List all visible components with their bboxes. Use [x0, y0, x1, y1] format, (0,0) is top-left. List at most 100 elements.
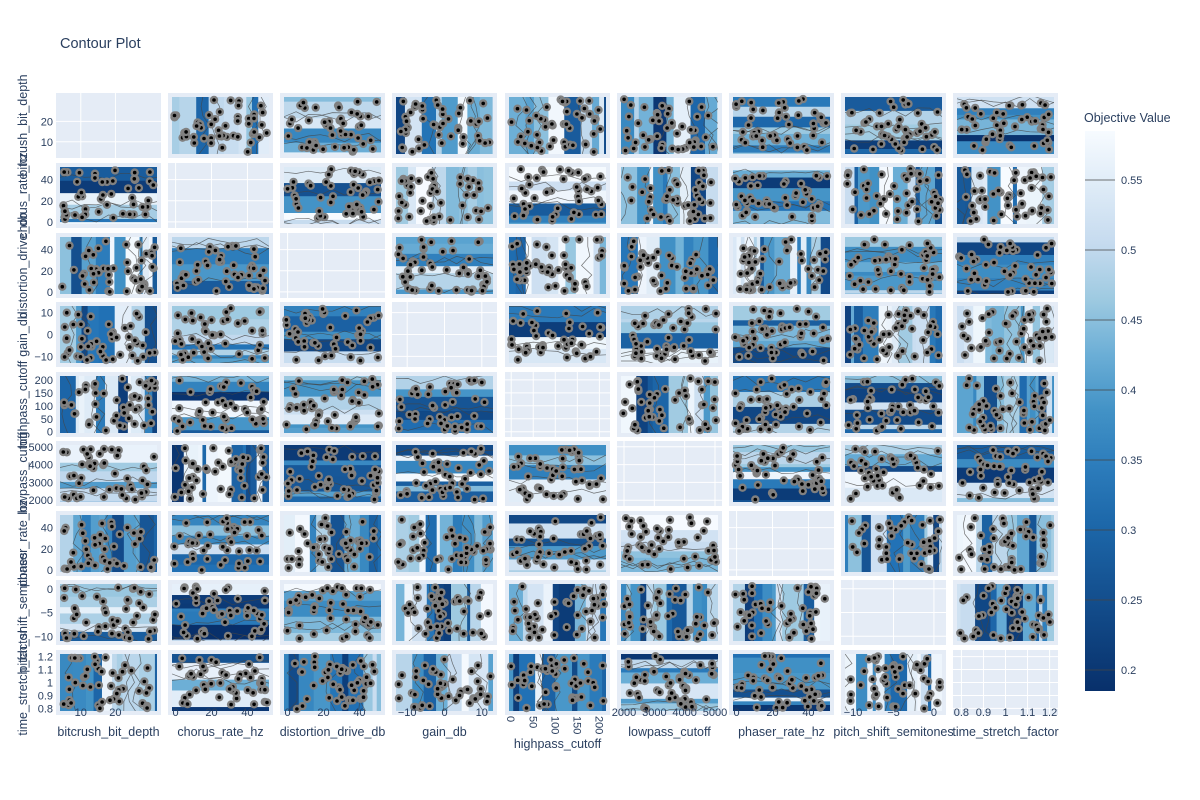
contour-band [60, 222, 157, 224]
subplot-distortion_drive_db-vs-highpass_cutoff [280, 372, 385, 437]
x-tick-label: 0 [441, 707, 447, 719]
contour-band [284, 515, 296, 572]
colorbar-tick-label: 0.45 [1121, 315, 1142, 327]
subplot-phaser_rate_hz-vs-pitch_shift_semitones [729, 580, 834, 645]
x-tick-label: 10 [75, 707, 87, 719]
subplot-pitch_shift_semitones-vs-pitch_shift_semitones [841, 580, 946, 645]
contour-band [733, 127, 830, 135]
subplot-gain_db-vs-distortion_drive_db [392, 233, 497, 298]
contour-band [457, 97, 468, 154]
subplot-lowpass_cutoff-vs-distortion_drive_db [617, 233, 722, 298]
y-tick-label: 1.1 [38, 665, 53, 677]
subplot-pitch_shift_semitones-vs-bitcrush_bit_depth [841, 93, 946, 158]
contour-band [915, 167, 921, 224]
subplot-distortion_drive_db-vs-gain_db [280, 302, 385, 367]
trial-markers [284, 97, 381, 156]
x-axis-label-distortion_drive_db: distortion_drive_db [280, 725, 386, 739]
x-tick-label: 40 [802, 707, 814, 719]
subplot-lowpass_cutoff-vs-chorus_rate_hz [617, 163, 722, 228]
x-axis-label-highpass_cutoff: highpass_cutoff [514, 737, 602, 751]
subplot-highpass_cutoff-vs-bitcrush_bit_depth [505, 93, 610, 158]
contour-band [446, 167, 460, 224]
y-tick-label: 40 [41, 245, 53, 257]
x-tick-label: 4000 [672, 707, 696, 719]
subplot-distortion_drive_db-vs-chorus_rate_hz [280, 163, 385, 228]
contour-band [396, 97, 406, 154]
contour-line [679, 167, 689, 224]
contour-band [733, 167, 830, 171]
subplot-distortion_drive_db-vs-distortion_drive_db [280, 233, 385, 298]
contour-band [653, 167, 664, 224]
contour-band [820, 237, 827, 294]
y-tick-label: 0 [47, 427, 53, 439]
subplot-background [505, 372, 610, 437]
subplot-lowpass_cutoff-vs-gain_db [617, 302, 722, 367]
x-tick-label: 40 [353, 707, 365, 719]
contour-band [679, 167, 692, 224]
y-tick-label: 0 [47, 584, 53, 596]
y-axis-label-time_stretch_factor: time_stretch_factor [16, 629, 30, 735]
subplot-chorus_rate_hz-vs-gain_db [168, 302, 273, 367]
contour-line [396, 252, 493, 263]
contour-band [476, 167, 485, 224]
y-tick-label: 0 [47, 565, 53, 577]
trial-markers [396, 96, 494, 156]
x-tick-label: 50 [526, 716, 538, 728]
subplot-highpass_cutoff-vs-highpass_cutoff [505, 372, 610, 437]
colorbar-tick-label: 0.25 [1121, 595, 1142, 607]
subplot-lowpass_cutoff-vs-highpass_cutoff [617, 372, 722, 437]
x-axis-label-bitcrush_bit_depth: bitcrush_bit_depth [57, 725, 159, 739]
subplot-highpass_cutoff-vs-gain_db [505, 302, 610, 367]
colorbar-title: Objective Value [1084, 111, 1171, 125]
contour-band [957, 237, 1054, 244]
subplot-time_stretch_factor-vs-highpass_cutoff [953, 372, 1058, 437]
subplot-phaser_rate_hz-vs-time_stretch_factor [729, 650, 834, 715]
colorbar-tick-label: 0.5 [1121, 245, 1136, 257]
y-tick-label: 0 [47, 287, 53, 299]
trial-markers [283, 165, 384, 222]
y-tick-label: 20 [41, 266, 53, 278]
subplot-phaser_rate_hz-vs-phaser_rate_hz [729, 511, 834, 576]
subplot-gain_db-vs-time_stretch_factor [392, 650, 497, 715]
contour-band [957, 135, 1054, 142]
subplot-background [56, 93, 161, 158]
x-tick-label: 10 [476, 707, 488, 719]
trial-markers [172, 241, 270, 296]
y-tick-label: 40 [41, 175, 53, 187]
y-tick-label: −5 [40, 608, 53, 620]
trial-markers [620, 237, 718, 296]
contour-band [1029, 515, 1038, 572]
contour-line [284, 111, 381, 120]
contour-band [708, 237, 718, 294]
x-axis-label-pitch_shift_semitones: pitch_shift_semitones [833, 725, 953, 739]
colorbar-tick-label: 0.55 [1121, 175, 1142, 187]
subplot-background [280, 233, 385, 298]
y-tick-label: 1.2 [38, 652, 53, 664]
subplot-highpass_cutoff-vs-pitch_shift_semitones [505, 580, 610, 645]
contour-line [703, 97, 714, 154]
contour-band [845, 148, 942, 154]
contour-band [733, 170, 830, 179]
contour-band [483, 167, 493, 224]
contour-band [525, 97, 535, 154]
subplot-time_stretch_factor-vs-phaser_rate_hz [953, 511, 1058, 576]
trial-markers [170, 95, 271, 156]
contour-band [717, 97, 718, 154]
x-tick-label: 0 [504, 716, 516, 722]
contour-band [492, 97, 493, 154]
contour-band [60, 218, 157, 223]
y-tick-label: 100 [35, 401, 53, 413]
contour-band [396, 584, 406, 641]
contour-band [60, 237, 72, 294]
contour-band [1052, 167, 1054, 224]
subplot-time_stretch_factor-vs-time_stretch_factor [953, 650, 1058, 715]
contour-band [592, 97, 600, 154]
subplot-gain_db-vs-highpass_cutoff [392, 372, 497, 437]
x-tick-label: 20 [205, 707, 217, 719]
trial-markers [960, 166, 1056, 226]
x-axis-label-gain_db: gain_db [422, 725, 467, 739]
contour-band [733, 237, 738, 294]
contour-line [961, 167, 975, 224]
contour-band [957, 114, 1054, 121]
contour-band [621, 167, 638, 224]
